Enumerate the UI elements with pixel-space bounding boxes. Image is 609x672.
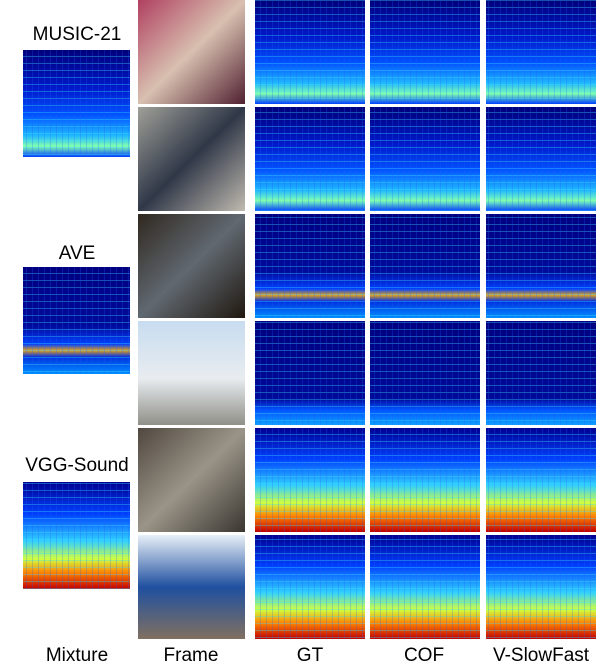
spectrogram-texture [370, 107, 480, 211]
spectrogram-texture [255, 214, 365, 318]
spectrogram-texture [486, 535, 596, 639]
dataset-label: VGG-Sound [25, 455, 129, 476]
column-label: GT [297, 645, 324, 666]
spectrogram-texture [486, 0, 596, 104]
spectrogram-texture [486, 428, 596, 532]
video-frame [138, 214, 245, 318]
spectrogram-texture [370, 214, 480, 318]
dataset-label: MUSIC-21 [33, 24, 122, 45]
video-frame [138, 428, 245, 532]
spectrogram-texture [486, 214, 596, 318]
spectrogram-texture [370, 0, 480, 104]
spectrogram-texture [255, 107, 365, 211]
cells [23, 0, 596, 639]
spectrogram-texture [370, 428, 480, 532]
video-frame [138, 107, 245, 211]
column-label: COF [404, 645, 444, 666]
video-frame [138, 535, 245, 639]
spectrogram-texture [255, 428, 365, 532]
spectrogram-texture [486, 321, 596, 425]
dataset-label: AVE [59, 243, 96, 264]
spectrogram-texture [23, 267, 130, 374]
spectrogram-texture [23, 482, 130, 589]
video-frame [138, 0, 245, 104]
video-frame [138, 321, 245, 425]
spectrogram-texture [23, 50, 130, 157]
column-label: Mixture [46, 645, 108, 666]
spectrogram-texture [370, 535, 480, 639]
spectrogram-texture [370, 321, 480, 425]
spectrogram-texture [486, 107, 596, 211]
column-label: Frame [164, 645, 219, 666]
spectrogram-texture [255, 0, 365, 104]
spectrogram-texture [255, 321, 365, 425]
spectrogram-texture [255, 535, 365, 639]
column-label: V-SlowFast [493, 645, 590, 666]
